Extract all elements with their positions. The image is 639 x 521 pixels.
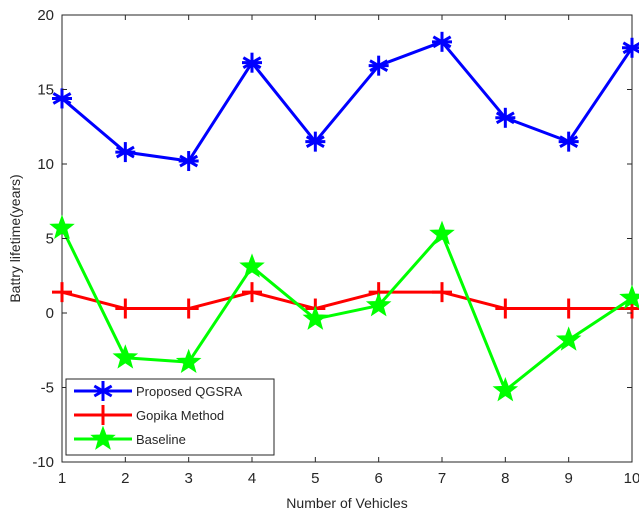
x-tick-label: 2	[121, 470, 129, 487]
series-line	[60, 227, 633, 392]
data-point	[432, 31, 452, 52]
data-point	[239, 253, 265, 278]
x-tick-label: 3	[184, 470, 192, 487]
data-point	[492, 377, 519, 402]
data-point	[115, 298, 136, 319]
legend-marker	[93, 405, 113, 425]
x-tick-label: 9	[564, 470, 572, 487]
data-point	[558, 298, 579, 319]
x-tick-label: 5	[311, 470, 319, 487]
y-axis-label: Battry lifetime(years)	[7, 174, 23, 302]
x-tick-label: 6	[374, 470, 382, 487]
series-3	[49, 214, 639, 402]
data-point	[112, 344, 139, 369]
data-point	[368, 55, 389, 76]
x-tick-label: 10	[624, 470, 639, 487]
y-tick-label: -10	[32, 454, 54, 471]
data-point	[558, 131, 579, 152]
x-axis-label: Number of Vehicles	[286, 495, 407, 511]
data-point	[555, 326, 582, 351]
y-tick-label: 0	[46, 305, 54, 322]
legend-label: Baseline	[136, 432, 186, 447]
legend-label: Proposed QGSRA	[136, 384, 243, 399]
series-line	[61, 40, 634, 163]
x-tick-label: 1	[58, 470, 66, 487]
x-tick-label: 8	[501, 470, 509, 487]
series-layer	[49, 31, 639, 402]
data-point	[178, 298, 199, 319]
legend-marker	[90, 425, 116, 450]
data-point	[49, 214, 75, 239]
data-point	[495, 107, 516, 128]
data-point	[52, 282, 72, 303]
legend-marker	[93, 381, 113, 401]
y-tick-label: 10	[37, 156, 54, 173]
x-tick-label: 4	[248, 470, 256, 487]
legend-item: Proposed QGSRA	[74, 381, 243, 401]
y-tick-label: 5	[46, 231, 54, 248]
series-line	[61, 290, 632, 311]
legend-label: Gopika Method	[136, 408, 224, 423]
data-point	[365, 292, 392, 317]
legend-item: Gopika Method	[74, 405, 224, 425]
data-point	[302, 305, 329, 330]
legend: Proposed QGSRA Gopika Method Baseline	[65, 378, 275, 456]
y-tick-label: 15	[37, 82, 54, 99]
data-point	[175, 348, 202, 374]
data-point	[178, 151, 199, 172]
data-point	[429, 220, 455, 245]
data-point	[52, 88, 72, 109]
ticks-layer: 1 2 3 4 5 6 7 8 9 10 -10 -5 0 5 10 15 20	[32, 7, 639, 487]
y-tick-label: -5	[41, 380, 54, 397]
y-tick-label: 20	[37, 7, 54, 24]
data-point	[242, 52, 262, 73]
data-point	[305, 131, 326, 152]
data-point	[242, 282, 262, 303]
x-tick-label: 7	[438, 470, 446, 487]
data-point	[432, 282, 452, 303]
data-point	[495, 298, 516, 319]
series-1	[52, 31, 639, 172]
legend-item: Baseline	[74, 425, 186, 450]
data-point	[115, 142, 136, 163]
data-point	[619, 284, 639, 309]
